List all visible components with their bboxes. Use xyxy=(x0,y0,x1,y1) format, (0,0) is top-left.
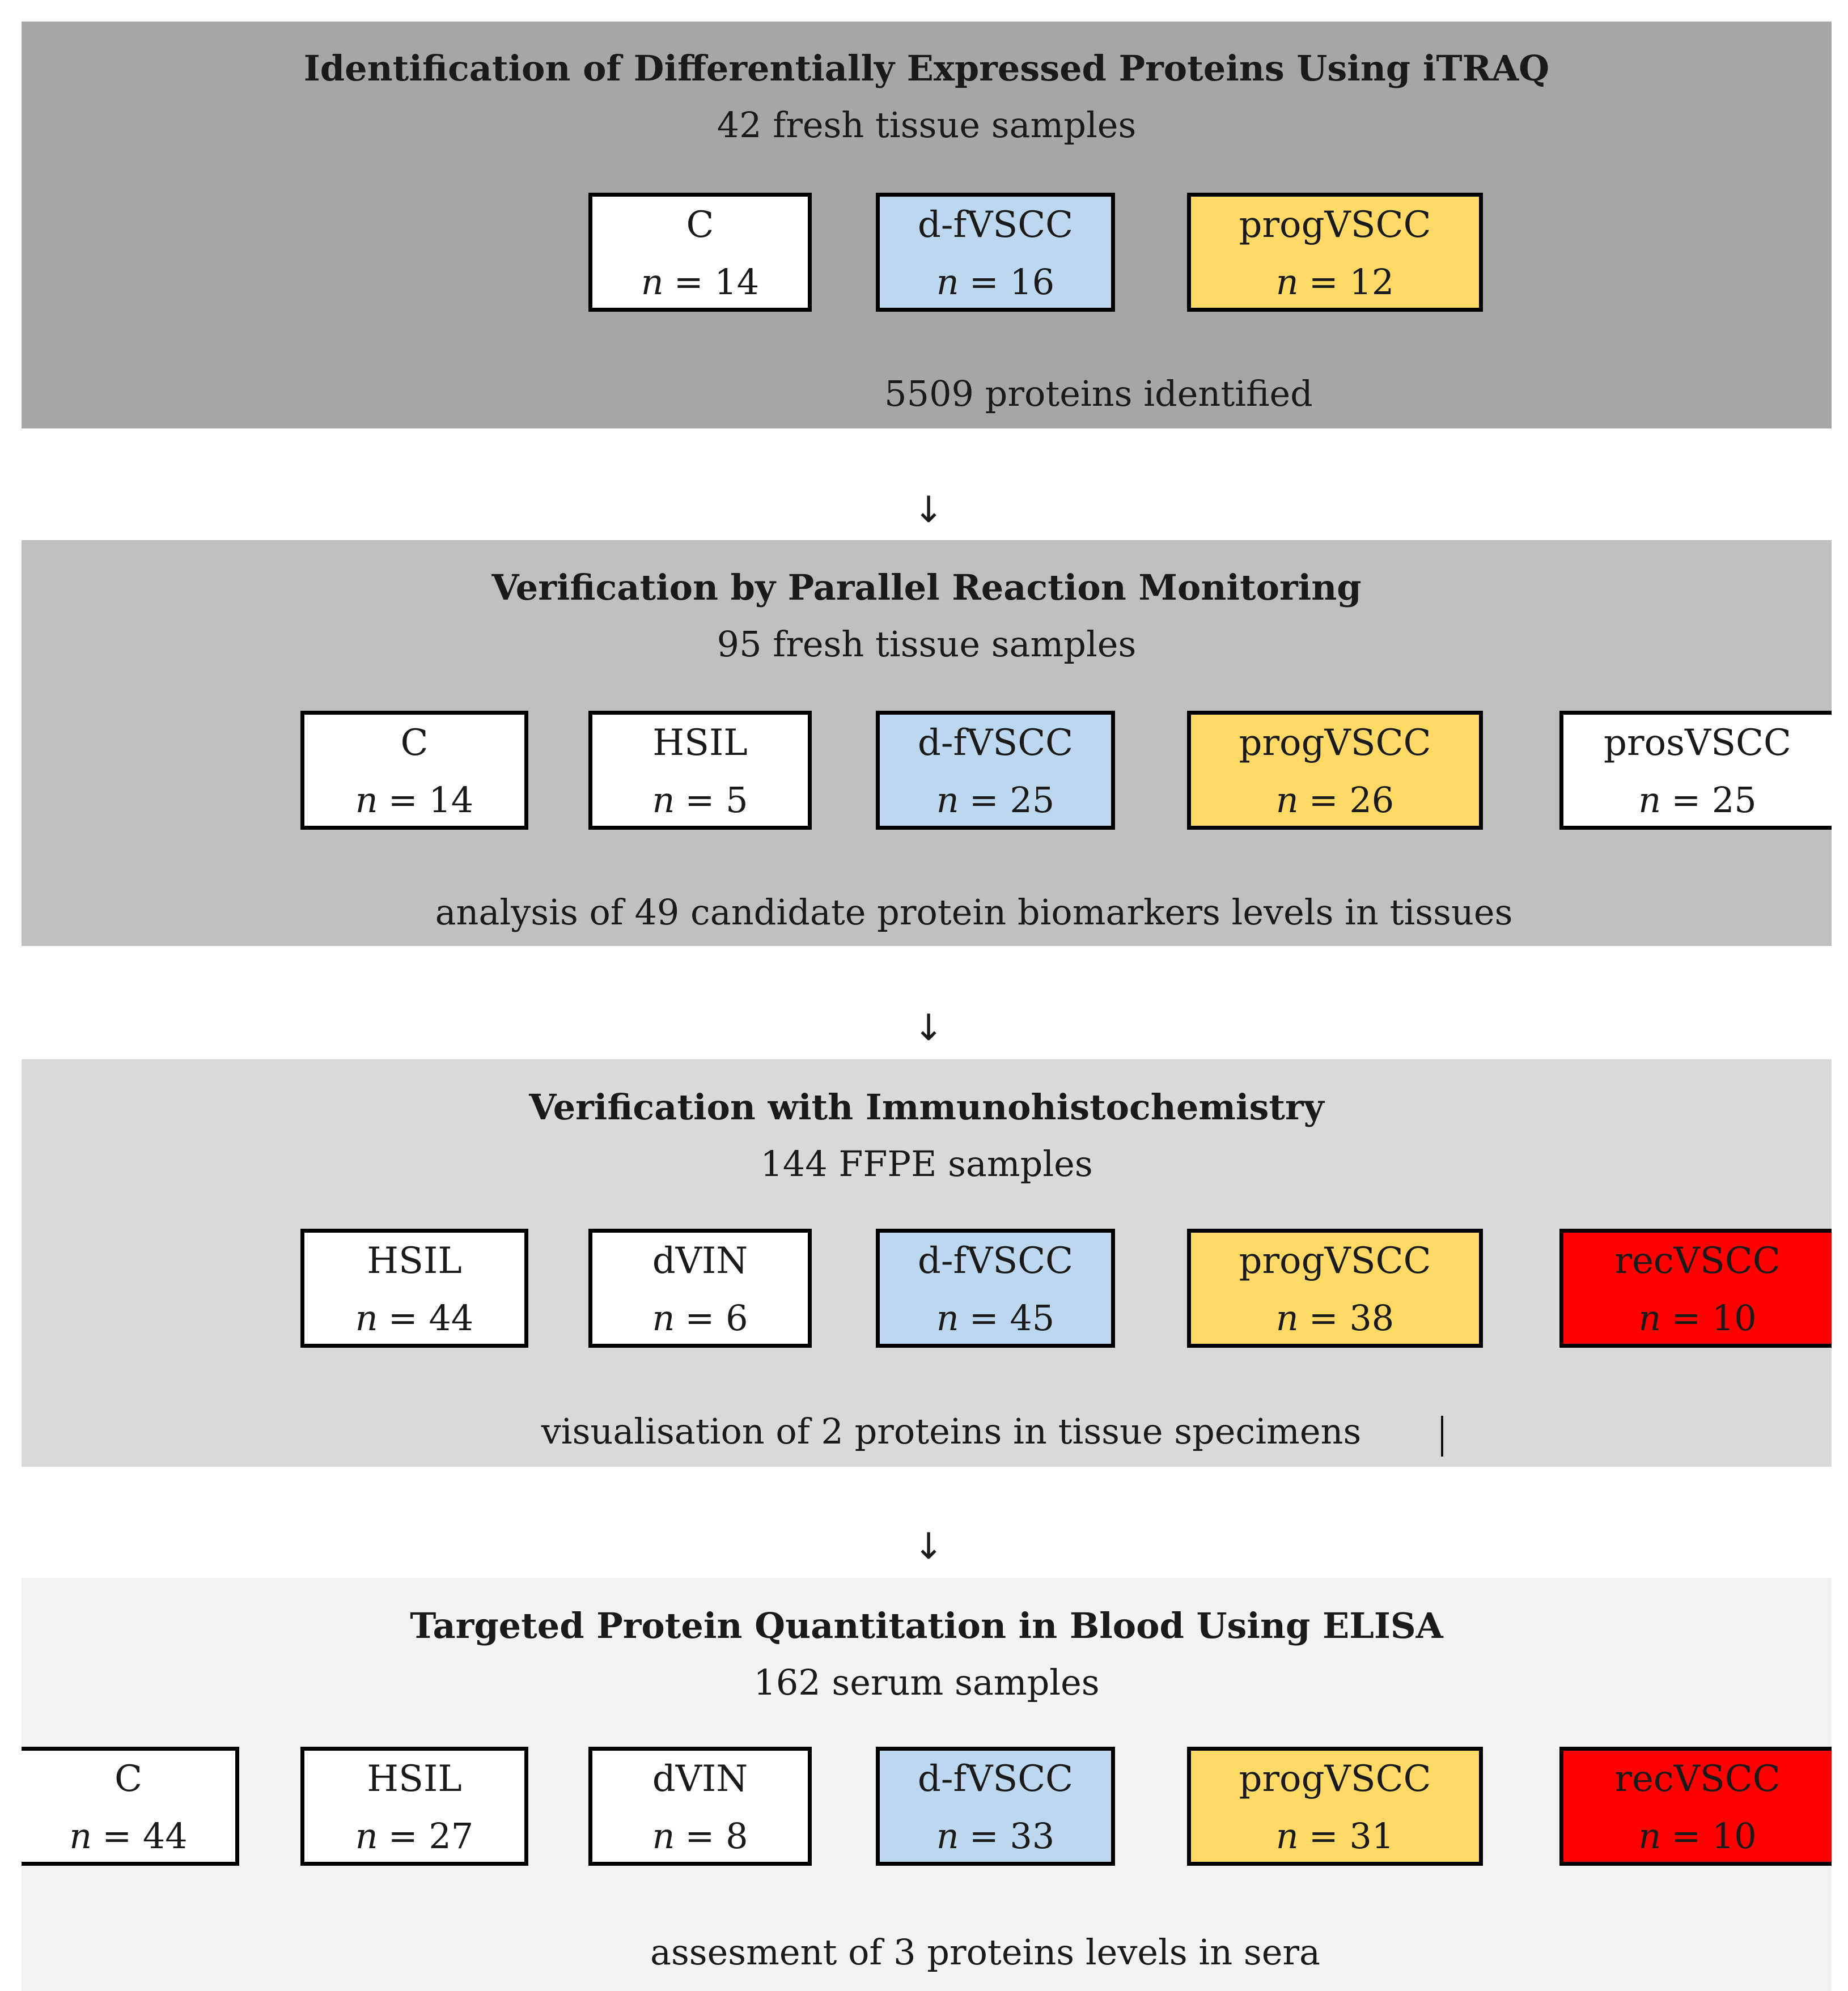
group-count: n = 8 xyxy=(652,1815,748,1857)
stage-result: assesment of 3 proteins levels in sera xyxy=(650,1931,1320,1973)
stage-title: Verification by Parallel Reaction Monito… xyxy=(491,567,1362,608)
group-box-progvscc: progVSCC n = 38 xyxy=(1187,1229,1483,1348)
group-count: n = 25 xyxy=(1638,779,1757,821)
stage-elisa-panel: Targeted Protein Quantitation in Blood U… xyxy=(22,1578,1832,1991)
group-box-dvin: dVIN n = 6 xyxy=(588,1229,812,1348)
stage-subtitle: 42 fresh tissue samples xyxy=(717,104,1137,146)
stage-result: 5509 proteins identified xyxy=(884,373,1313,414)
group-label: dVIN xyxy=(652,1758,748,1800)
group-box-progvscc: progVSCC n = 12 xyxy=(1187,193,1483,312)
group-count: n = 38 xyxy=(1275,1297,1395,1339)
group-label: progVSCC xyxy=(1239,1758,1431,1800)
group-count: n = 16 xyxy=(936,261,1055,303)
group-box-d-fvscc: d-fVSCC n = 45 xyxy=(876,1229,1115,1348)
group-count: n = 10 xyxy=(1638,1297,1757,1339)
group-label: HSIL xyxy=(367,1240,462,1282)
group-label: recVSCC xyxy=(1614,1240,1781,1282)
group-label: d-fVSCC xyxy=(917,722,1074,764)
text-cursor xyxy=(1441,1416,1443,1457)
stage-subtitle: 162 serum samples xyxy=(753,1662,1100,1703)
stage-subtitle: 95 fresh tissue samples xyxy=(717,623,1137,665)
group-count: n = 14 xyxy=(355,779,474,821)
down-arrow-icon: ↓ xyxy=(913,1007,944,1049)
group-box-progvscc: progVSCC n = 26 xyxy=(1187,711,1483,830)
group-box-recvscc: recVSCC n = 10 xyxy=(1559,1229,1832,1348)
group-label: d-fVSCC xyxy=(917,204,1074,246)
group-box-d-fvscc: d-fVSCC n = 33 xyxy=(876,1747,1115,1866)
group-box-d-fvscc: d-fVSCC n = 25 xyxy=(876,711,1115,830)
group-count: n = 14 xyxy=(641,261,760,303)
group-box-hsil: HSIL n = 5 xyxy=(588,711,812,830)
group-label: recVSCC xyxy=(1614,1758,1781,1800)
down-arrow-icon: ↓ xyxy=(913,1526,944,1568)
group-label: progVSCC xyxy=(1239,722,1431,764)
group-count: n = 12 xyxy=(1275,261,1395,303)
stage-title: Identification of Differentially Express… xyxy=(303,48,1550,89)
group-count: n = 45 xyxy=(936,1297,1055,1339)
group-count: n = 6 xyxy=(652,1297,748,1339)
group-count: n = 44 xyxy=(69,1815,188,1857)
group-box-dvin: dVIN n = 8 xyxy=(588,1747,812,1866)
group-label: progVSCC xyxy=(1239,204,1431,246)
group-box-c: C n = 44 xyxy=(22,1747,239,1866)
group-box-c: C n = 14 xyxy=(300,711,528,830)
group-label: progVSCC xyxy=(1239,1240,1431,1282)
group-label: HSIL xyxy=(367,1758,462,1800)
group-count: n = 33 xyxy=(936,1815,1055,1857)
group-box-recvscc: recVSCC n = 10 xyxy=(1559,1747,1832,1866)
group-count: n = 10 xyxy=(1638,1815,1757,1857)
group-count: n = 27 xyxy=(355,1815,474,1857)
stage-prm-panel: Verification by Parallel Reaction Monito… xyxy=(22,540,1832,946)
group-box-hsil: HSIL n = 27 xyxy=(300,1747,528,1866)
group-label: HSIL xyxy=(652,722,748,764)
group-count: n = 25 xyxy=(936,779,1055,821)
group-box-hsil: HSIL n = 44 xyxy=(300,1229,528,1348)
group-label: C xyxy=(400,722,429,764)
stage-ihc-panel: Verification with Immunohistochemistry 1… xyxy=(22,1059,1832,1467)
group-box-c: C n = 14 xyxy=(588,193,812,312)
stage-itraq-panel: Identification of Differentially Express… xyxy=(22,22,1832,428)
group-label: prosVSCC xyxy=(1604,722,1791,764)
stage-title: Verification with Immunohistochemistry xyxy=(529,1086,1324,1128)
group-label: C xyxy=(115,1758,142,1800)
group-box-progvscc: progVSCC n = 31 xyxy=(1187,1747,1483,1866)
group-label: d-fVSCC xyxy=(917,1240,1074,1282)
down-arrow-icon: ↓ xyxy=(913,489,944,531)
group-label: d-fVSCC xyxy=(917,1758,1074,1800)
group-count: n = 5 xyxy=(652,779,748,821)
group-count: n = 31 xyxy=(1275,1815,1395,1857)
group-count: n = 44 xyxy=(355,1297,474,1339)
group-box-prosvscc: prosVSCC n = 25 xyxy=(1559,711,1832,830)
stage-result: analysis of 49 candidate protein biomark… xyxy=(435,892,1513,933)
stage-title: Targeted Protein Quantitation in Blood U… xyxy=(410,1605,1443,1646)
group-count: n = 26 xyxy=(1275,779,1395,821)
stage-result: visualisation of 2 proteins in tissue sp… xyxy=(541,1411,1362,1452)
group-label: C xyxy=(686,204,714,246)
stage-subtitle: 144 FFPE samples xyxy=(760,1143,1093,1185)
group-box-d-fvscc: d-fVSCC n = 16 xyxy=(876,193,1115,312)
group-label: dVIN xyxy=(652,1240,748,1282)
